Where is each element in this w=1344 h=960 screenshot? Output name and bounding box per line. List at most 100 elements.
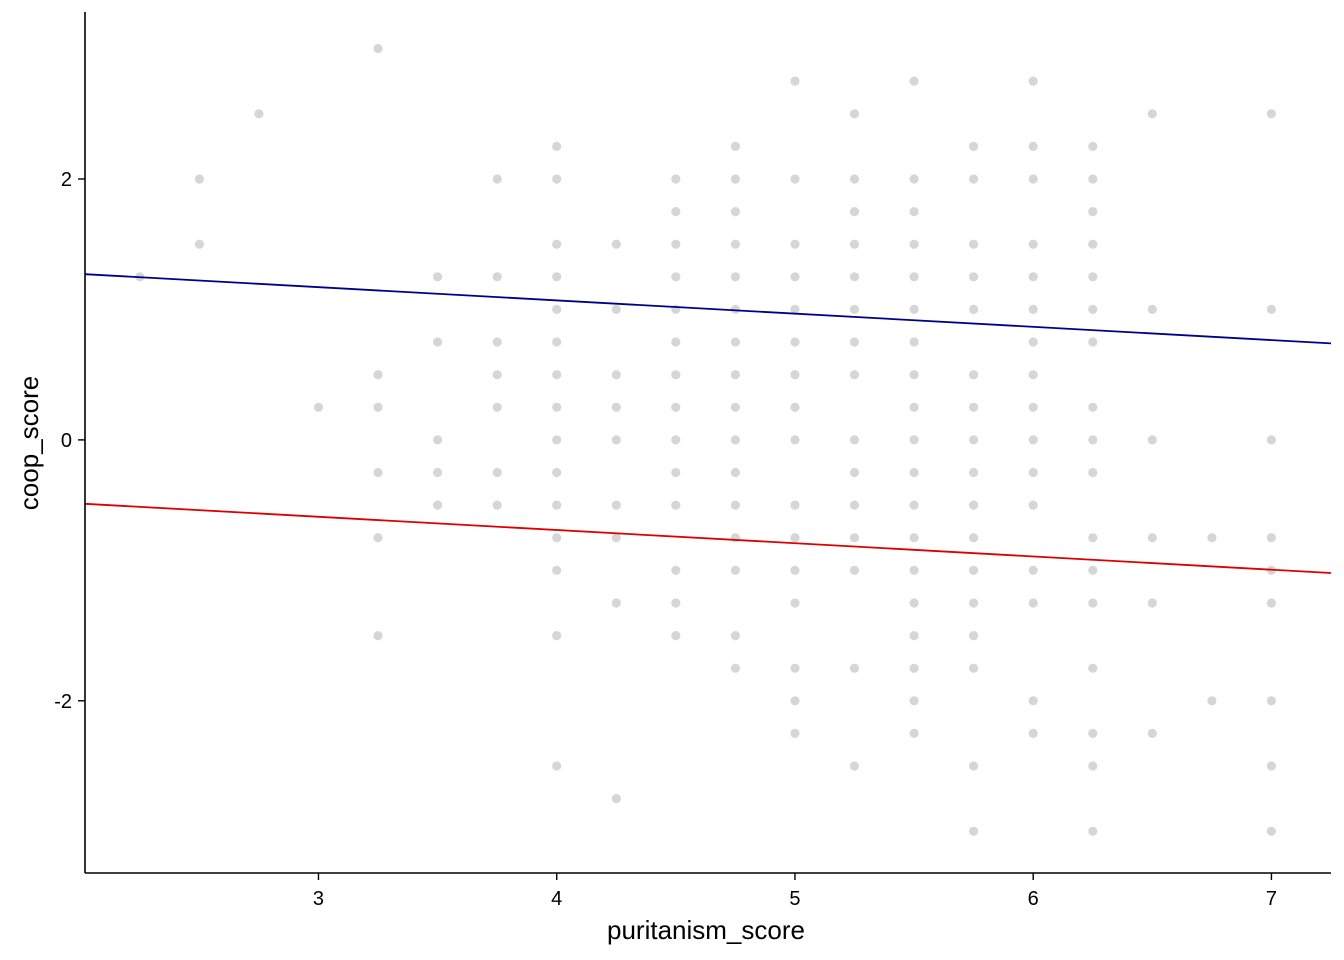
data-point xyxy=(552,467,562,478)
data-point xyxy=(1266,696,1276,706)
data-point xyxy=(373,467,383,478)
data-point xyxy=(849,304,860,314)
data-point xyxy=(849,761,860,771)
data-point xyxy=(1088,435,1098,445)
data-point xyxy=(730,239,741,249)
data-point xyxy=(849,500,860,510)
y-tick-label: 2 xyxy=(61,169,72,191)
data-point xyxy=(790,500,800,510)
data-point xyxy=(433,337,443,347)
data-point xyxy=(1147,435,1157,445)
data-point xyxy=(909,598,919,608)
data-point xyxy=(790,565,800,575)
data-point xyxy=(1147,109,1157,119)
data-point xyxy=(194,174,204,184)
data-point xyxy=(790,370,800,380)
data-point xyxy=(1028,696,1038,706)
data-point xyxy=(790,337,800,347)
data-point xyxy=(552,435,562,445)
data-point xyxy=(849,239,860,249)
data-point xyxy=(671,500,681,510)
data-point xyxy=(552,370,562,380)
data-point xyxy=(552,402,562,412)
data-point xyxy=(611,402,621,412)
ticks-layer: 3 4 5 6 7 -2 0 2 xyxy=(54,169,1277,910)
data-point xyxy=(909,207,919,217)
data-point xyxy=(969,761,979,771)
data-point xyxy=(1147,728,1157,739)
data-point xyxy=(1147,533,1157,543)
data-point xyxy=(909,402,919,412)
y-axis-title: coop_score xyxy=(14,376,44,510)
regression-line-lower xyxy=(84,502,1332,574)
data-point xyxy=(909,500,919,510)
data-point xyxy=(790,696,800,706)
data-point xyxy=(1088,239,1098,249)
data-point xyxy=(790,239,800,249)
data-point xyxy=(552,631,562,641)
data-point xyxy=(849,467,860,478)
data-point xyxy=(1088,337,1098,347)
data-point xyxy=(730,435,741,445)
data-point xyxy=(730,467,741,478)
data-point xyxy=(849,565,860,575)
x-tick-label: 7 xyxy=(1266,888,1277,910)
data-point xyxy=(492,337,502,347)
data-point xyxy=(969,826,979,836)
data-point xyxy=(909,174,919,184)
data-point xyxy=(849,533,860,543)
data-point xyxy=(1028,467,1038,478)
data-point xyxy=(552,533,562,543)
data-point xyxy=(969,598,979,608)
y-tick-label: 0 xyxy=(61,430,72,452)
data-point xyxy=(1028,565,1038,575)
data-point xyxy=(552,174,562,184)
data-point xyxy=(1088,761,1098,771)
data-point xyxy=(671,565,681,575)
data-point xyxy=(433,435,443,445)
data-point xyxy=(1088,663,1098,673)
data-point xyxy=(373,631,383,641)
data-point xyxy=(671,598,681,608)
data-point xyxy=(730,207,741,217)
data-point xyxy=(969,272,979,282)
data-point xyxy=(1266,435,1276,445)
data-point xyxy=(552,565,562,575)
data-point xyxy=(909,370,919,380)
data-point xyxy=(730,272,741,282)
data-point xyxy=(671,467,681,478)
data-point xyxy=(849,109,860,119)
data-point xyxy=(611,533,621,543)
data-point xyxy=(969,304,979,314)
data-point xyxy=(969,467,979,478)
data-point xyxy=(1088,272,1098,282)
data-point xyxy=(611,435,621,445)
x-tick-label: 4 xyxy=(551,888,562,910)
x-tick-label: 6 xyxy=(1028,888,1039,910)
data-point xyxy=(1088,304,1098,314)
data-point xyxy=(552,304,562,314)
data-point xyxy=(909,239,919,249)
data-point xyxy=(1266,304,1276,314)
data-point xyxy=(909,631,919,641)
data-point xyxy=(969,500,979,510)
data-point xyxy=(909,565,919,575)
data-point xyxy=(611,370,621,380)
data-point xyxy=(1266,533,1276,543)
data-point xyxy=(969,174,979,184)
data-point xyxy=(671,207,681,217)
data-point xyxy=(552,500,562,510)
data-point xyxy=(969,533,979,543)
data-point xyxy=(969,435,979,445)
data-point xyxy=(969,402,979,412)
data-point xyxy=(671,272,681,282)
data-point xyxy=(1088,728,1098,739)
data-point xyxy=(1088,565,1098,575)
data-point xyxy=(730,663,741,673)
data-point xyxy=(790,402,800,412)
data-point xyxy=(552,761,562,771)
data-point xyxy=(552,141,562,151)
data-point xyxy=(730,337,741,347)
data-point xyxy=(1147,598,1157,608)
data-point xyxy=(492,370,502,380)
